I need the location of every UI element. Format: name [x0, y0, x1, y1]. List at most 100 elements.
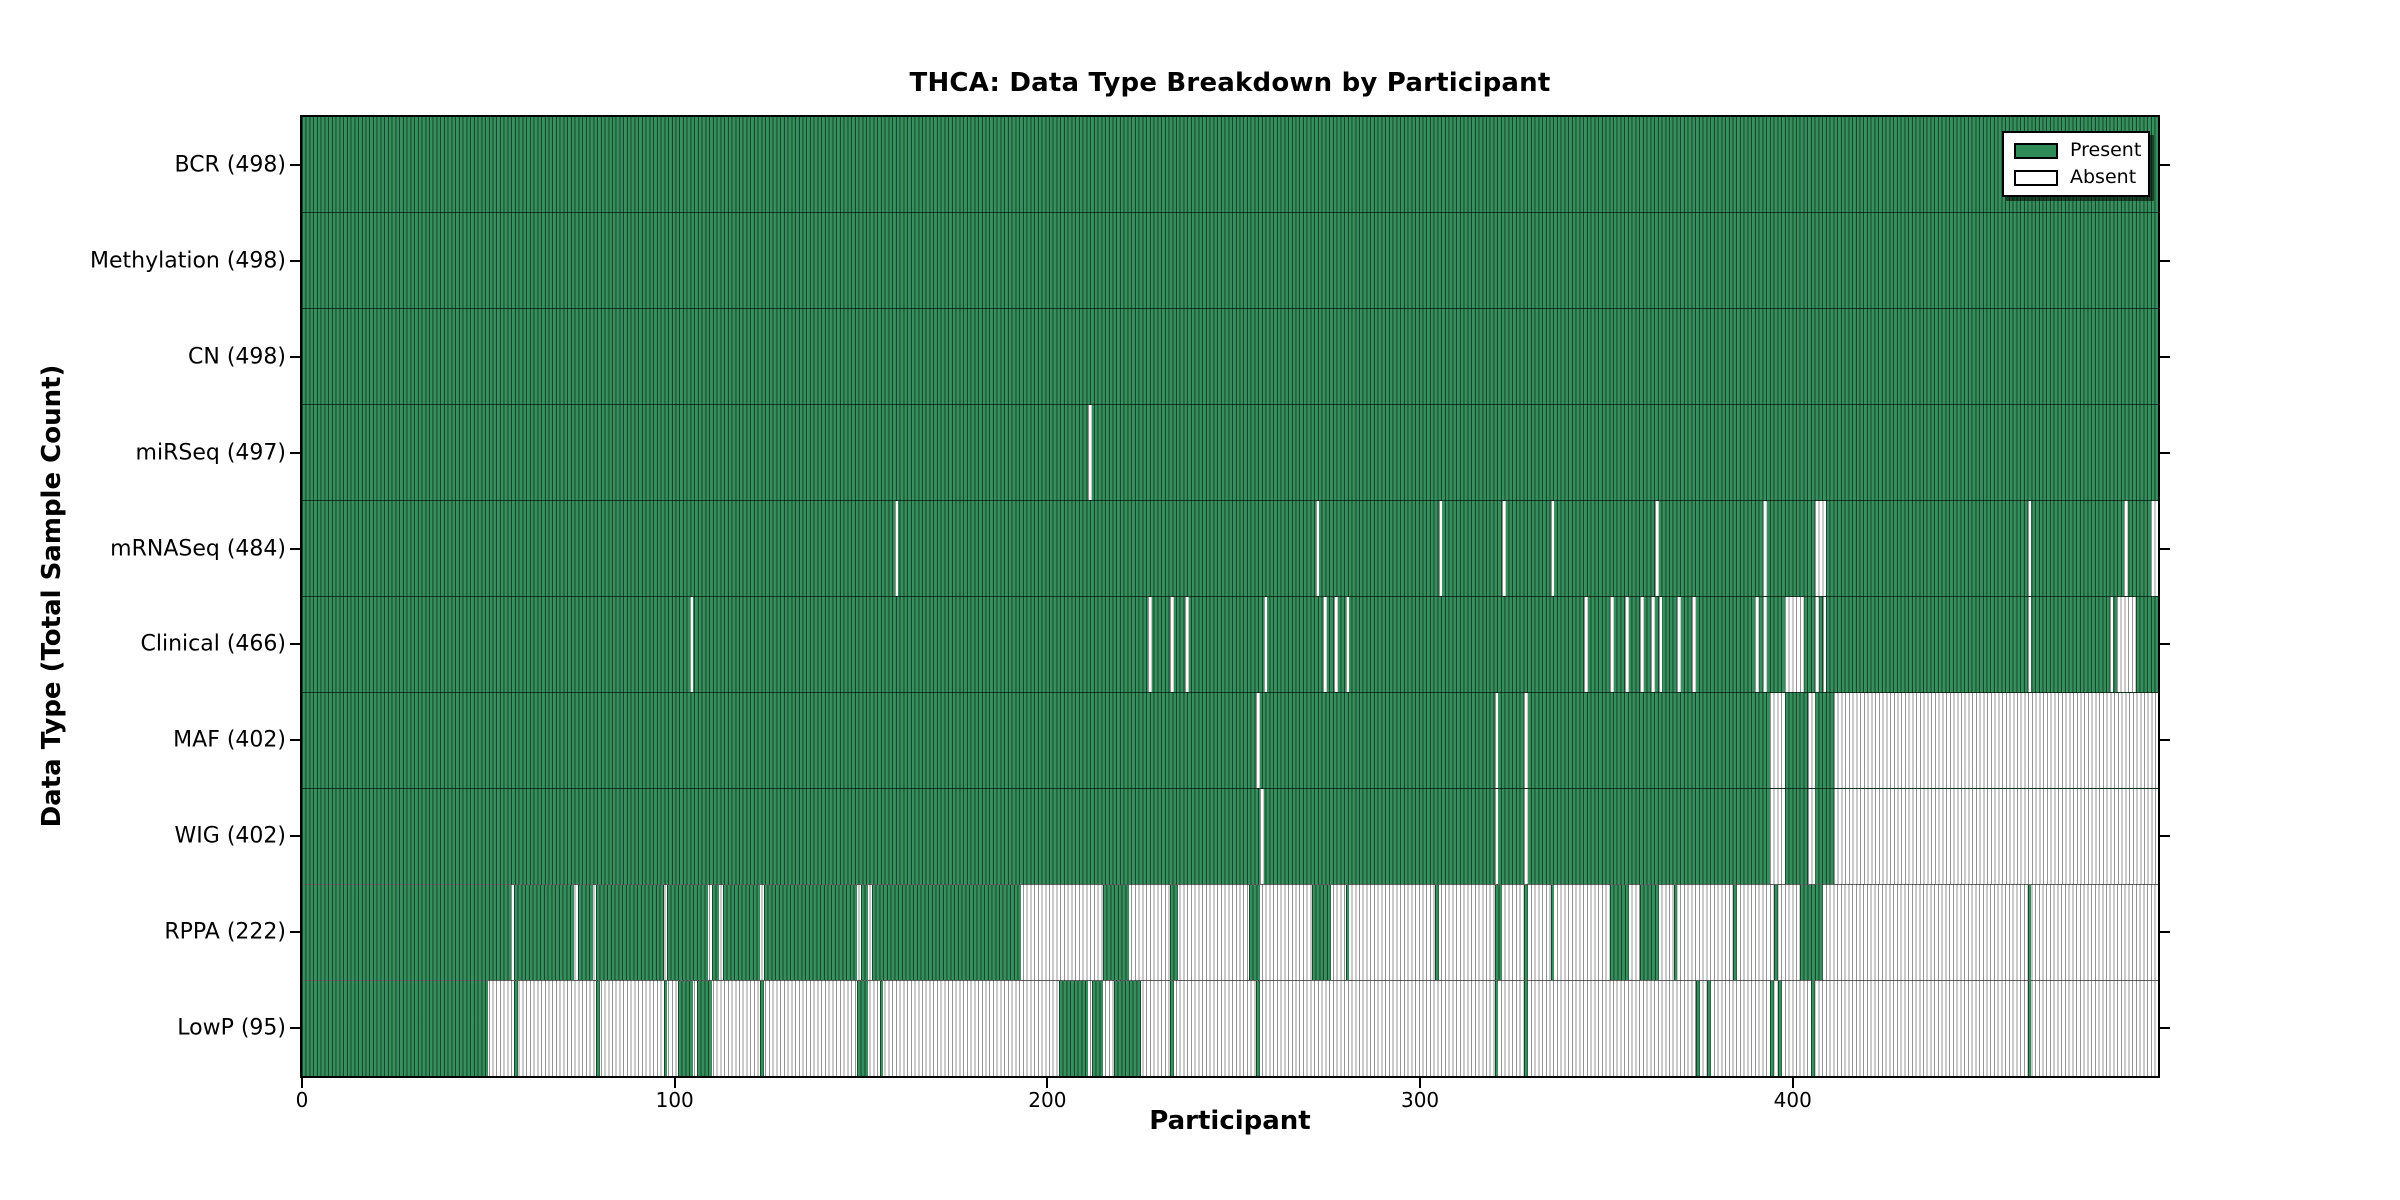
y-tick-label: RPPA (222) — [164, 919, 286, 945]
absent-segment — [1494, 693, 1499, 788]
present-segment — [1434, 885, 1439, 980]
absent-segment — [1807, 693, 1816, 788]
y-tick-right — [2158, 931, 2170, 934]
y-tick-right — [2158, 451, 2170, 454]
present-segment — [1170, 885, 1178, 980]
y-tick-right — [2158, 739, 2170, 742]
present-segment — [302, 981, 489, 1076]
present-segment — [1345, 885, 1350, 980]
data-row-wig — [302, 788, 2158, 884]
x-tick-label: 0 — [295, 1088, 309, 1112]
presence-matrix — [302, 117, 2158, 1076]
y-tick — [290, 163, 302, 166]
present-segment — [2027, 981, 2032, 1076]
chart-title: THCA: Data Type Breakdown by Participant — [909, 68, 1551, 98]
y-tick-right — [2158, 355, 2170, 358]
present-segment — [1103, 885, 1130, 980]
absent-segment — [1770, 693, 1786, 788]
y-tick-right — [2158, 163, 2170, 166]
absent-segment — [1438, 501, 1443, 596]
legend-item-present: Present — [2014, 139, 2142, 161]
y-tick-label: Clinical (466) — [140, 631, 286, 657]
legend: Present Absent — [2002, 131, 2150, 197]
absent-segment — [1550, 501, 1555, 596]
present-segment — [663, 981, 668, 1076]
absent-segment — [1345, 597, 1350, 692]
absent-segment — [1148, 597, 1152, 692]
present-segment — [697, 981, 712, 1076]
absent-segment — [1822, 597, 1827, 692]
present-segment — [711, 885, 720, 980]
y-tick-label: CN (498) — [188, 344, 286, 370]
absent-segment — [1639, 597, 1644, 692]
legend-present-swatch — [2014, 142, 2058, 159]
absent-segment — [2117, 597, 2136, 692]
absent-segment — [1762, 501, 1767, 596]
x-tick — [1791, 1076, 1794, 1088]
absent-segment — [1185, 597, 1189, 692]
present-segment — [879, 981, 884, 1076]
plot-area: Present Absent — [300, 115, 2160, 1078]
absent-segment — [1524, 789, 1529, 884]
absent-segment — [1833, 693, 2158, 788]
absent-segment — [1815, 597, 1819, 692]
y-tick-label: miRSeq (497) — [135, 440, 286, 466]
absent-segment — [1263, 597, 1268, 692]
absent-segment — [2109, 597, 2114, 692]
absent-segment — [2124, 501, 2129, 596]
data-row-maf — [302, 692, 2158, 788]
y-axis-label: Data Type (Total Sample Count) — [37, 364, 67, 828]
legend-item-absent: Absent — [2014, 168, 2138, 187]
x-tick — [1419, 1076, 1422, 1088]
present-segment — [514, 981, 519, 1076]
present-segment — [1610, 885, 1629, 980]
present-segment — [1733, 885, 1737, 980]
x-tick-label: 100 — [655, 1088, 694, 1112]
present-segment — [1170, 981, 1175, 1076]
present-segment — [857, 981, 869, 1076]
absent-segment — [1692, 597, 1696, 692]
present-segment — [577, 885, 593, 980]
absent-segment — [1815, 501, 1827, 596]
absent-segment — [1755, 597, 1760, 692]
data-row-cn — [302, 308, 2158, 404]
absent-segment — [1785, 597, 1804, 692]
present-segment — [514, 885, 575, 980]
present-segment — [1811, 981, 1816, 1076]
absent-segment — [1088, 405, 1093, 500]
y-tick — [290, 547, 302, 550]
present-segment — [1770, 981, 1775, 1076]
present-segment — [678, 981, 694, 1076]
y-tick-label: LowP (95) — [177, 1015, 286, 1041]
absent-segment — [1170, 597, 1175, 692]
present-segment — [596, 981, 601, 1076]
present-segment — [302, 885, 511, 980]
y-tick-label: Methylation (498) — [90, 248, 286, 274]
y-tick-label: BCR (498) — [174, 152, 286, 178]
absent-segment — [1323, 597, 1327, 692]
absent-segment — [1677, 597, 1681, 692]
x-tick-label: 300 — [1400, 1088, 1440, 1112]
absent-segment — [2027, 597, 2032, 692]
present-segment — [1058, 981, 1089, 1076]
y-tick-right — [2158, 835, 2170, 838]
data-row-bcr — [302, 117, 2158, 212]
legend-present-label: Present — [2070, 139, 2142, 161]
data-row-mirseq — [302, 404, 2158, 500]
absent-segment — [1651, 597, 1655, 692]
y-tick-right — [2158, 547, 2170, 550]
absent-segment — [689, 597, 694, 692]
absent-segment — [1502, 501, 1506, 596]
present-segment — [1092, 981, 1104, 1076]
present-segment — [1550, 885, 1555, 980]
present-segment — [760, 981, 765, 1076]
x-tick-label: 200 — [1028, 1088, 1067, 1112]
present-segment — [667, 885, 709, 980]
present-segment — [861, 885, 869, 980]
present-segment — [1114, 981, 1141, 1076]
absent-segment — [894, 501, 899, 596]
absent-segment — [1654, 501, 1659, 596]
absent-segment — [2027, 501, 2032, 596]
present-segment — [764, 885, 858, 980]
